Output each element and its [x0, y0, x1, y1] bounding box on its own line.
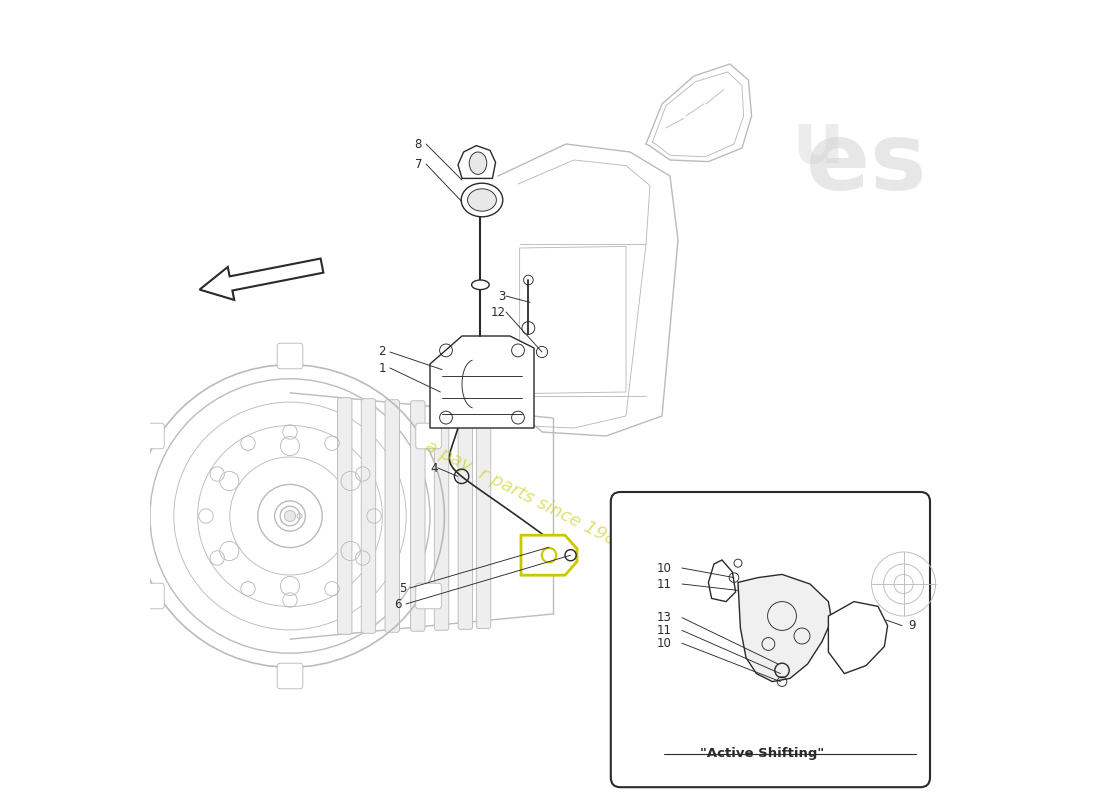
Ellipse shape [468, 189, 496, 211]
Text: es: es [806, 118, 926, 210]
Circle shape [285, 510, 296, 522]
Polygon shape [521, 535, 578, 575]
Text: 10: 10 [657, 637, 672, 650]
Text: 12: 12 [491, 306, 506, 318]
FancyBboxPatch shape [139, 423, 164, 449]
FancyBboxPatch shape [277, 343, 302, 369]
Polygon shape [430, 336, 534, 428]
Polygon shape [828, 602, 888, 674]
FancyBboxPatch shape [139, 583, 164, 609]
Polygon shape [708, 560, 736, 602]
Text: 13: 13 [657, 611, 672, 624]
Text: 2: 2 [378, 346, 386, 358]
Text: 1: 1 [378, 362, 386, 374]
FancyBboxPatch shape [361, 398, 376, 634]
FancyBboxPatch shape [458, 402, 473, 630]
Text: 5: 5 [398, 582, 406, 594]
Text: a pay   r parts since 1985: a pay r parts since 1985 [422, 437, 630, 555]
FancyBboxPatch shape [416, 423, 441, 449]
Ellipse shape [461, 183, 503, 217]
FancyBboxPatch shape [385, 400, 399, 632]
Text: u: u [792, 110, 844, 178]
FancyBboxPatch shape [277, 663, 302, 689]
Text: 6: 6 [395, 598, 402, 610]
FancyBboxPatch shape [416, 583, 441, 609]
FancyBboxPatch shape [434, 402, 449, 630]
Text: "Active Shifting": "Active Shifting" [701, 747, 825, 760]
Text: 3: 3 [498, 290, 506, 302]
FancyBboxPatch shape [410, 401, 425, 631]
Text: 10: 10 [657, 562, 672, 574]
FancyBboxPatch shape [338, 398, 352, 634]
Ellipse shape [470, 152, 487, 174]
Text: 11: 11 [657, 624, 672, 637]
Polygon shape [738, 574, 832, 682]
FancyBboxPatch shape [610, 492, 930, 787]
Ellipse shape [472, 280, 490, 290]
Text: 4: 4 [430, 462, 438, 474]
Text: 7: 7 [415, 158, 422, 170]
Text: 8: 8 [415, 138, 422, 150]
FancyBboxPatch shape [476, 403, 491, 629]
Text: 11: 11 [657, 578, 672, 590]
Text: 9: 9 [909, 619, 916, 632]
FancyArrow shape [199, 258, 323, 300]
Polygon shape [458, 146, 496, 178]
